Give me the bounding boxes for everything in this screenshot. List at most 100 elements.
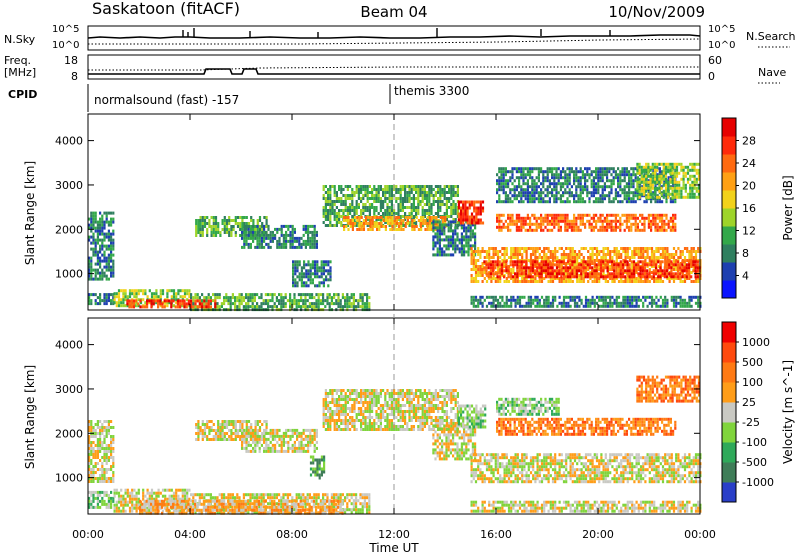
power-colorbar-segment-6 (722, 172, 736, 191)
velocity-colorbar-segment-1 (722, 462, 736, 483)
power-ytick-label-2: 3000 (55, 179, 83, 192)
cpid-label: CPID (8, 88, 37, 101)
nsky-label: N.Sky (4, 33, 36, 46)
velocity-colorbar-segment-0 (722, 482, 736, 503)
power-colorbar-label: Power [dB] (781, 175, 795, 240)
velocity-colorbar-segment-4 (722, 402, 736, 423)
velocity-band-3 (139, 499, 344, 515)
power-colorbar-segment-7 (722, 154, 736, 173)
x-tick-label-3: 12:00 (378, 528, 410, 541)
power-colorbar-segment-9 (722, 118, 736, 137)
velocity-colorbar-segment-6 (722, 362, 736, 383)
x-axis: 00:00 04:00 08:00 12:00 16:00 20:00 00:00 (72, 114, 716, 541)
freq-label-1: Freq. (4, 54, 31, 67)
nsky-tick-high: 10^5 (52, 24, 79, 35)
nave-label: Nave (758, 66, 786, 79)
cpid-entry-normalsound: normalsound (fast) -157 (94, 93, 239, 107)
nsearch-tick-low: 10^0 (708, 40, 735, 51)
power-colorbar-tick-0: 4 (742, 270, 749, 283)
power-band-3 (88, 211, 115, 281)
date-title: 10/Nov/2009 (608, 3, 705, 21)
velocity-colorbar-segment-3 (722, 422, 736, 443)
velocity-colorbar-tick-3: 25 (742, 396, 756, 409)
velocity-ytick-label-0: 1000 (55, 472, 83, 485)
nsky-trace (87, 34, 701, 39)
power-band-6 (241, 224, 318, 249)
freq-panel (87, 54, 701, 80)
velocity-band-10 (457, 404, 487, 429)
velocity-colorbar-tick-5: -100 (742, 436, 767, 449)
velocity-colorbar-tick-7: -1000 (742, 476, 774, 489)
nsky-spikes (182, 28, 611, 38)
power-colorbar-segment-3 (722, 226, 736, 245)
nave-tick-high: 60 (708, 54, 722, 67)
velocity-band-4 (88, 420, 115, 483)
freq-tick-low: 8 (71, 70, 78, 83)
power-ytick-label-1: 2000 (55, 223, 83, 236)
station-title: Saskatoon (fitACF) (92, 0, 240, 18)
power-band-2 (190, 293, 371, 312)
power-band-7 (292, 260, 332, 288)
power-colorbar-segment-5 (722, 190, 736, 209)
nave-tick-low: 0 (708, 70, 715, 83)
power-band-4 (126, 299, 217, 309)
velocity-colorbar-label: Velocity [m s^-1] (781, 360, 795, 464)
power-heatmap (88, 162, 702, 312)
x-tick-label-1: 04:00 (174, 528, 206, 541)
power-colorbar-tick-6: 28 (742, 135, 756, 148)
x-tick-label-2: 08:00 (276, 528, 308, 541)
velocity-ytick-label-3: 4000 (55, 339, 83, 352)
velocity-band-14 (636, 375, 701, 403)
velocity-band-11 (470, 453, 702, 484)
power-band-13 (483, 260, 702, 279)
power-colorbar-segment-1 (722, 262, 736, 281)
nsearch-tick-high: 10^5 (708, 24, 735, 35)
nsky-tick-low: 10^0 (52, 40, 79, 51)
velocity-band-8 (322, 389, 459, 431)
x-tick-label-0: 00:00 (72, 528, 104, 541)
power-ylabel: Slant Range [km] (23, 161, 37, 265)
power-band-17 (470, 295, 702, 308)
nsearch-trace (88, 38, 701, 45)
velocity-colorbar: 1000 500 100 25 -25 -100 -500 -1000 Velocity [m … (721, 321, 795, 503)
beam-title: Beam 04 (360, 3, 427, 21)
nsearch-label: N.Search (746, 30, 796, 43)
velocity-band-7 (309, 455, 326, 480)
velocity-colorbar-segment-5 (722, 382, 736, 403)
power-band-9 (343, 216, 447, 231)
power-band-16 (636, 162, 701, 199)
velocity-colorbar-tick-0: 1000 (742, 336, 770, 349)
velocity-band-9 (432, 424, 477, 461)
velocity-colorbar-tick-2: 100 (742, 376, 763, 389)
velocity-band-6 (241, 428, 318, 453)
velocity-colorbar-tick-1: 500 (742, 356, 763, 369)
velocity-ylabel: Slant Range [km] (23, 365, 37, 469)
velocity-ytick-label-1: 2000 (55, 427, 83, 440)
power-band-10 (432, 220, 477, 257)
velocity-band-13 (496, 397, 560, 416)
power-colorbar-segment-0 (722, 280, 736, 299)
velocity-colorbar-tick-6: -500 (742, 456, 767, 469)
power-colorbar-segment-8 (722, 136, 736, 155)
power-ytick-label-0: 1000 (55, 268, 83, 281)
power-y-axis: 1000 2000 3000 4000 (55, 135, 700, 281)
velocity-colorbar-segment-7 (722, 342, 736, 363)
velocity-band-0 (88, 490, 115, 509)
nave-trace (88, 66, 700, 71)
velocity-colorbar-segment-8 (722, 322, 736, 343)
power-colorbar-segment-2 (722, 244, 736, 263)
power-band-11 (457, 200, 485, 225)
freq-label-2: [MHz] (4, 66, 36, 79)
power-band-14 (496, 213, 677, 232)
power-colorbar-tick-4: 20 (742, 180, 756, 193)
power-band-0 (88, 293, 115, 306)
velocity-y-axis: 1000 2000 3000 4000 (55, 339, 700, 485)
power-colorbar-tick-3: 16 (742, 202, 756, 215)
power-colorbar-tick-5: 24 (742, 157, 756, 170)
freq-tick-high: 18 (64, 54, 78, 67)
velocity-colorbar-tick-4: -25 (742, 416, 760, 429)
cpid-entry-themis: themis 3300 (394, 84, 469, 98)
velocity-band-12 (496, 417, 677, 436)
velocity-band-15 (470, 500, 702, 513)
